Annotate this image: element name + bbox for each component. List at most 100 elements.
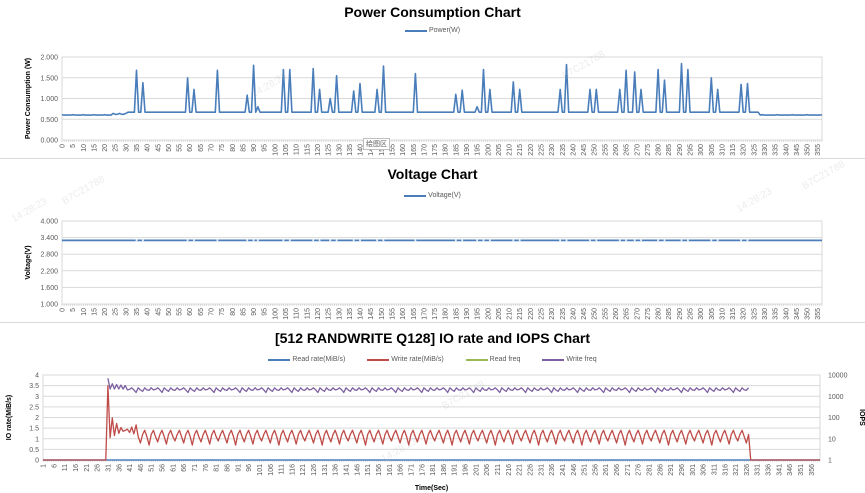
svg-text:180: 180 [443, 144, 450, 156]
svg-text:35: 35 [134, 308, 141, 316]
svg-text:1.600: 1.600 [40, 285, 58, 292]
svg-text:171: 171 [408, 464, 415, 476]
svg-text:1.5: 1.5 [29, 426, 39, 433]
svg-text:210: 210 [507, 144, 514, 156]
voltage-chart-legend: Voltage(V) [0, 192, 865, 199]
io-chart-panel: [512 RANDWRITE Q128] IO rate and IOPS Ch… [0, 324, 865, 493]
svg-text:55: 55 [177, 308, 184, 316]
svg-text:0: 0 [60, 308, 67, 312]
svg-text:170: 170 [421, 308, 428, 320]
svg-text:326: 326 [744, 464, 751, 476]
svg-text:330: 330 [762, 144, 769, 156]
io-chart-title: [512 RANDWRITE Q128] IO rate and IOPS Ch… [274, 330, 591, 346]
svg-text:35: 35 [134, 144, 141, 152]
svg-text:250: 250 [592, 144, 599, 156]
svg-text:5: 5 [70, 308, 77, 312]
svg-text:331: 331 [755, 464, 762, 476]
svg-text:30: 30 [123, 308, 130, 316]
svg-text:61: 61 [170, 464, 177, 472]
svg-text:190: 190 [464, 144, 471, 156]
svg-text:26: 26 [95, 464, 102, 472]
legend-item-write-rate: Write rate(MiB/s) [367, 356, 444, 363]
svg-text:236: 236 [549, 464, 556, 476]
svg-text:4.000: 4.000 [40, 219, 58, 226]
legend-swatch-write-freq [542, 358, 565, 361]
svg-text:190: 190 [464, 308, 471, 320]
svg-text:186: 186 [441, 464, 448, 476]
svg-text:105: 105 [283, 144, 290, 156]
svg-text:335: 335 [773, 144, 780, 156]
svg-text:46: 46 [138, 464, 145, 472]
svg-text:216: 216 [506, 464, 513, 476]
voltage-chart-plot: 4.000 3.400 2.800 2.200 1.600 1.0000 5 10 15 20 25… [25, 219, 823, 320]
voltage-chart-title: Voltage Chart [387, 166, 478, 182]
svg-text:350: 350 [805, 144, 812, 156]
svg-text:291: 291 [668, 464, 675, 476]
svg-text:165: 165 [411, 308, 418, 320]
svg-text:195: 195 [475, 308, 482, 320]
voltage-chart-panel: Voltage Chart Voltage(V) 4.000 3.400 2.800… [0, 160, 865, 320]
svg-text:316: 316 [722, 464, 729, 476]
svg-text:100: 100 [272, 308, 279, 320]
svg-text:16: 16 [73, 464, 80, 472]
svg-text:11: 11 [62, 464, 69, 471]
svg-text:295: 295 [688, 308, 695, 320]
svg-text:36: 36 [116, 464, 123, 472]
svg-text:301: 301 [690, 464, 697, 476]
svg-text:100: 100 [272, 144, 279, 156]
svg-text:260: 260 [613, 308, 620, 320]
svg-text:320: 320 [741, 308, 748, 320]
svg-text:0: 0 [60, 144, 67, 148]
svg-text:96: 96 [246, 464, 253, 472]
svg-text:286: 286 [657, 464, 664, 476]
legend-item-write-freq: Write freq [542, 356, 597, 363]
svg-text:IOPS: IOPS [858, 409, 865, 426]
svg-text:181: 181 [430, 464, 437, 476]
svg-text:211: 211 [495, 464, 502, 475]
svg-text:220: 220 [528, 144, 535, 156]
svg-text:305: 305 [709, 144, 716, 156]
svg-text:60: 60 [187, 144, 194, 152]
svg-text:110: 110 [294, 308, 301, 319]
svg-text:3: 3 [35, 394, 39, 401]
svg-text:240: 240 [570, 144, 577, 156]
svg-text:90: 90 [251, 308, 258, 316]
svg-text:256: 256 [592, 464, 599, 476]
svg-text:10: 10 [828, 436, 836, 443]
svg-text:300: 300 [698, 144, 705, 156]
svg-text:2.5: 2.5 [29, 404, 39, 411]
svg-text:95: 95 [262, 308, 269, 316]
svg-text:241: 241 [560, 464, 567, 476]
svg-text:20: 20 [102, 144, 109, 152]
svg-text:56: 56 [160, 464, 167, 472]
svg-text:185: 185 [453, 144, 460, 156]
svg-text:115: 115 [304, 308, 311, 319]
svg-text:6: 6 [51, 464, 58, 468]
svg-text:25: 25 [113, 144, 120, 152]
svg-text:140: 140 [358, 308, 365, 320]
legend-swatch-voltage [404, 194, 427, 197]
svg-text:75: 75 [219, 308, 226, 316]
svg-text:340: 340 [783, 144, 790, 156]
svg-text:81: 81 [214, 464, 221, 472]
svg-text:160: 160 [400, 308, 407, 320]
svg-text:175: 175 [432, 144, 439, 156]
svg-text:105: 105 [283, 308, 290, 320]
svg-text:45: 45 [155, 144, 162, 152]
svg-text:230: 230 [549, 308, 556, 320]
svg-text:235: 235 [560, 308, 567, 320]
svg-text:55: 55 [177, 144, 184, 152]
io-chart-plot: 43.532.521.510.501 6 11 16 21 26 31 36 41 46 51 56 6… [6, 373, 865, 493]
svg-text:70: 70 [209, 308, 216, 316]
legend-label-write-freq: Write freq [566, 356, 597, 363]
svg-text:40: 40 [145, 144, 152, 152]
svg-text:60: 60 [187, 308, 194, 316]
svg-text:341: 341 [776, 464, 783, 476]
svg-text:95: 95 [262, 144, 269, 152]
svg-text:205: 205 [496, 308, 503, 320]
svg-text:45: 45 [155, 308, 162, 316]
io-chart-legend: Read rate(MiB/s) Write rate(MiB/s) Read … [0, 356, 865, 363]
svg-text:156: 156 [376, 464, 383, 476]
svg-text:25: 25 [113, 308, 120, 316]
svg-text:125: 125 [326, 308, 333, 320]
